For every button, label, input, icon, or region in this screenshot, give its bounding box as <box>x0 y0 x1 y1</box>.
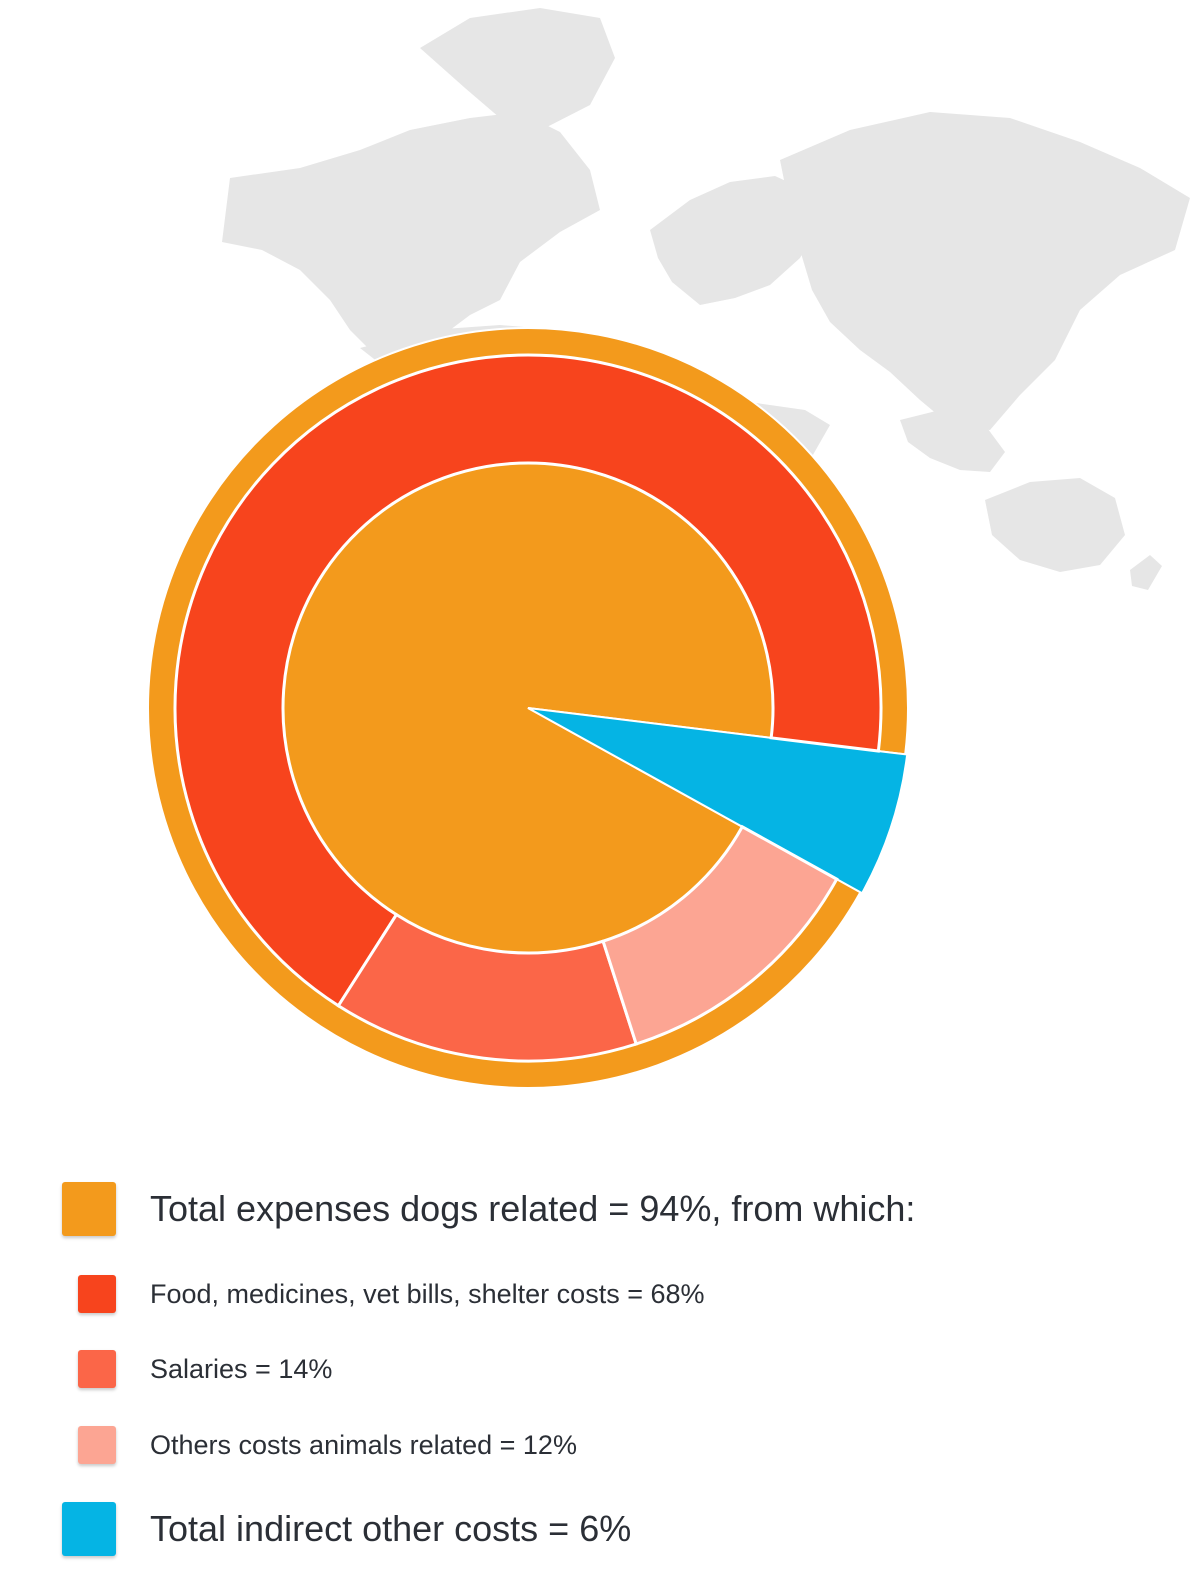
legend-swatch <box>78 1350 116 1388</box>
map-new-zealand <box>1130 555 1162 590</box>
chart-area <box>147 8 1190 1089</box>
legend-item-food-medicines: Food, medicines, vet bills, shelter cost… <box>78 1275 705 1313</box>
pie-slice-indirect-costs <box>527 707 909 895</box>
legend-swatch <box>62 1502 116 1556</box>
legend-label: Food, medicines, vet bills, shelter cost… <box>150 1278 705 1309</box>
legend-item-dogs-related: Total expenses dogs related = 94%, from … <box>62 1182 915 1236</box>
legend-swatch <box>62 1182 116 1236</box>
map-australia <box>985 478 1125 572</box>
legend-item-other-costs: Others costs animals related = 12% <box>78 1426 577 1464</box>
legend-swatch <box>78 1275 116 1313</box>
map-asia <box>780 112 1190 430</box>
legend-label: Others costs animals related = 12% <box>150 1429 577 1460</box>
map-southeast-asia <box>900 410 1005 472</box>
ring-segment-food-medicines <box>173 353 883 1008</box>
legend-item-salaries: Salaries = 14% <box>78 1350 332 1388</box>
map-europe <box>650 176 820 305</box>
map-greenland <box>420 8 615 128</box>
legend-label: Salaries = 14% <box>150 1353 333 1384</box>
ring-segment-salaries <box>336 912 639 1063</box>
map-north-america <box>222 112 600 380</box>
legend-label: Total expenses dogs related = 94%, from … <box>150 1188 916 1229</box>
legend-item-indirect-costs: Total indirect other costs = 6% <box>62 1502 631 1556</box>
donut-chart <box>147 8 1190 1089</box>
legend-swatch <box>78 1426 116 1464</box>
legend-label: Total indirect other costs = 6% <box>150 1508 632 1549</box>
ring-segment-other-costs <box>601 824 839 1046</box>
